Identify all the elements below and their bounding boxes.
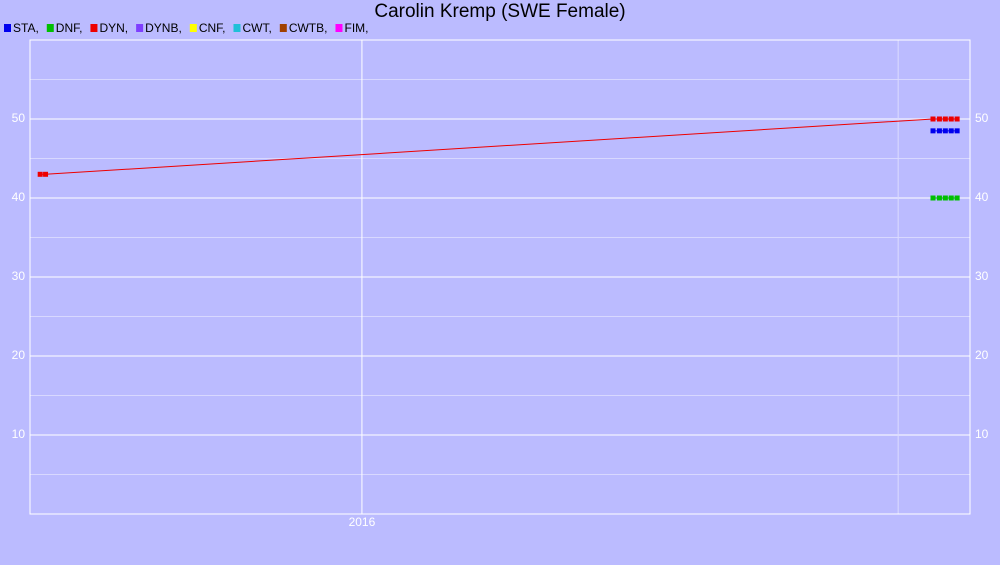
legend-label: DYN,	[99, 21, 128, 35]
legend-label: STA,	[13, 21, 39, 35]
point	[948, 195, 954, 201]
y-tick-label: 50	[12, 111, 26, 125]
point	[936, 116, 942, 122]
y2-tick-label: 40	[975, 190, 989, 204]
legend-swatch	[4, 24, 11, 32]
legend-swatch	[136, 24, 144, 32]
point	[43, 171, 49, 177]
legend-label: CNF,	[199, 21, 226, 35]
y-tick-label: 30	[12, 269, 26, 283]
point	[936, 128, 942, 134]
point	[954, 116, 960, 122]
y-tick-label: 40	[12, 190, 26, 204]
legend-swatch	[233, 24, 241, 32]
y2-tick-label: 10	[975, 427, 989, 441]
legend-swatch	[90, 24, 98, 32]
y2-tick-label: 30	[975, 269, 989, 283]
point	[930, 195, 936, 201]
point	[942, 195, 948, 201]
point	[954, 128, 960, 134]
legend-swatch	[46, 24, 54, 32]
point	[948, 116, 954, 122]
point	[930, 128, 936, 134]
point	[37, 171, 43, 177]
legend-swatch	[279, 24, 287, 32]
point	[954, 195, 960, 201]
legend-swatch	[335, 24, 343, 32]
legend-label: CWTB,	[289, 21, 328, 35]
point	[942, 116, 948, 122]
point	[930, 116, 936, 122]
x-tick-label: 2016	[349, 515, 376, 529]
y2-tick-label: 50	[975, 111, 989, 125]
y2-tick-label: 20	[975, 348, 989, 362]
y-tick-label: 10	[12, 427, 26, 441]
legend-label: DYNB,	[145, 21, 182, 35]
legend-label: FIM,	[344, 21, 368, 35]
y-tick-label: 20	[12, 348, 26, 362]
legend-label: DNF,	[56, 21, 83, 35]
point	[936, 195, 942, 201]
legend-label: CWT,	[242, 21, 271, 35]
chart-title: Carolin Kremp (SWE Female)	[374, 1, 625, 22]
point	[942, 128, 948, 134]
plot-border	[29, 39, 971, 515]
legend-swatch	[189, 24, 197, 32]
point	[948, 128, 954, 134]
